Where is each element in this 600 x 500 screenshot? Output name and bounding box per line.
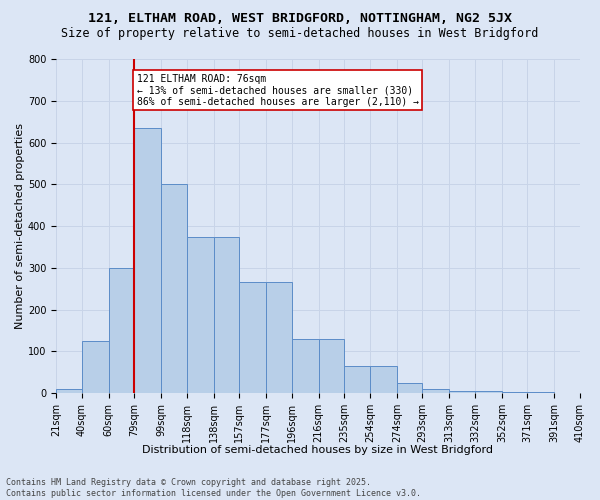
X-axis label: Distribution of semi-detached houses by size in West Bridgford: Distribution of semi-detached houses by … xyxy=(142,445,493,455)
Bar xyxy=(422,389,449,393)
Bar xyxy=(266,282,292,393)
Bar xyxy=(527,392,554,393)
Bar xyxy=(109,268,134,393)
Bar xyxy=(397,382,422,393)
Text: 121, ELTHAM ROAD, WEST BRIDGFORD, NOTTINGHAM, NG2 5JX: 121, ELTHAM ROAD, WEST BRIDGFORD, NOTTIN… xyxy=(88,12,512,26)
Text: 121 ELTHAM ROAD: 76sqm
← 13% of semi-detached houses are smaller (330)
86% of se: 121 ELTHAM ROAD: 76sqm ← 13% of semi-det… xyxy=(137,74,419,107)
Bar xyxy=(161,184,187,393)
Bar xyxy=(56,389,82,393)
Y-axis label: Number of semi-detached properties: Number of semi-detached properties xyxy=(15,123,25,329)
Bar xyxy=(344,366,370,393)
Bar xyxy=(292,339,319,393)
Bar xyxy=(187,236,214,393)
Text: Contains HM Land Registry data © Crown copyright and database right 2025.
Contai: Contains HM Land Registry data © Crown c… xyxy=(6,478,421,498)
Bar xyxy=(319,339,344,393)
Bar xyxy=(214,236,239,393)
Bar xyxy=(82,341,109,393)
Bar xyxy=(449,391,475,393)
Bar xyxy=(134,128,161,393)
Text: Size of property relative to semi-detached houses in West Bridgford: Size of property relative to semi-detach… xyxy=(61,28,539,40)
Bar xyxy=(475,391,502,393)
Bar xyxy=(239,282,266,393)
Bar xyxy=(502,392,527,393)
Bar xyxy=(370,366,397,393)
